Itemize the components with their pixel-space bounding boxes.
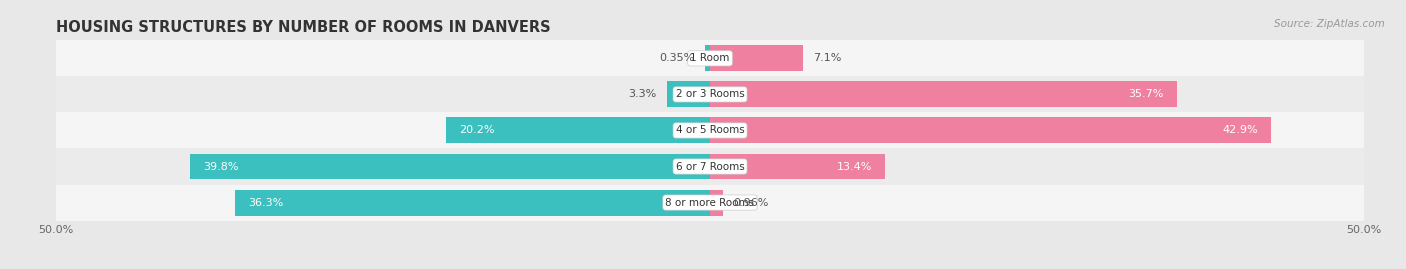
Bar xyxy=(190,154,710,179)
Text: 1 Room: 1 Room xyxy=(690,53,730,63)
Text: 13.4%: 13.4% xyxy=(837,161,872,172)
Bar xyxy=(56,185,1364,221)
Text: 39.8%: 39.8% xyxy=(202,161,238,172)
Bar xyxy=(710,190,723,215)
Text: 6 or 7 Rooms: 6 or 7 Rooms xyxy=(676,161,744,172)
Bar xyxy=(710,154,886,179)
Bar xyxy=(706,45,710,71)
Bar xyxy=(710,82,1177,107)
Bar xyxy=(56,148,1364,185)
Text: 2 or 3 Rooms: 2 or 3 Rooms xyxy=(676,89,744,100)
Bar xyxy=(710,45,803,71)
Text: 8 or more Rooms: 8 or more Rooms xyxy=(665,197,755,208)
Text: 7.1%: 7.1% xyxy=(813,53,842,63)
Text: 4 or 5 Rooms: 4 or 5 Rooms xyxy=(676,125,744,136)
Text: 36.3%: 36.3% xyxy=(249,197,284,208)
Text: Source: ZipAtlas.com: Source: ZipAtlas.com xyxy=(1274,19,1385,29)
Legend: Owner-occupied, Renter-occupied: Owner-occupied, Renter-occupied xyxy=(579,268,841,269)
Bar xyxy=(235,190,710,215)
Text: HOUSING STRUCTURES BY NUMBER OF ROOMS IN DANVERS: HOUSING STRUCTURES BY NUMBER OF ROOMS IN… xyxy=(56,20,551,35)
Bar xyxy=(56,40,1364,76)
Text: 35.7%: 35.7% xyxy=(1129,89,1164,100)
Bar xyxy=(446,118,710,143)
Text: 0.96%: 0.96% xyxy=(733,197,769,208)
Bar xyxy=(666,82,710,107)
Text: 20.2%: 20.2% xyxy=(458,125,495,136)
Text: 42.9%: 42.9% xyxy=(1222,125,1258,136)
Bar xyxy=(56,112,1364,148)
Text: 3.3%: 3.3% xyxy=(628,89,657,100)
Text: 0.35%: 0.35% xyxy=(659,53,695,63)
Bar xyxy=(710,118,1271,143)
Bar xyxy=(56,76,1364,112)
